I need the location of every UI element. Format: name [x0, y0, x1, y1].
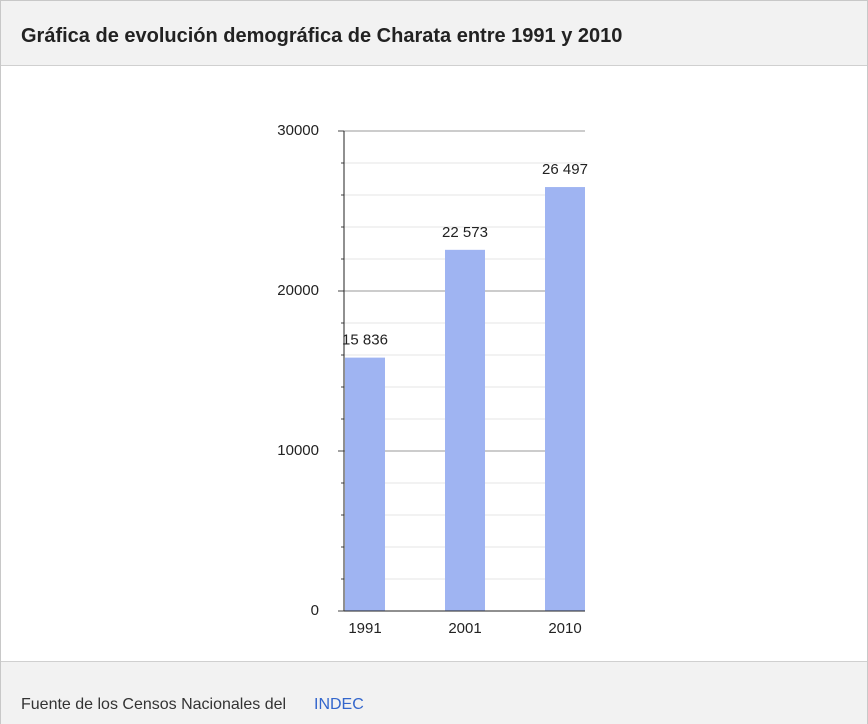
value-label: 15 836 [342, 332, 388, 349]
x-tick-label: 1991 [348, 620, 381, 637]
y-tick-label: 0 [311, 602, 319, 619]
bar [345, 357, 385, 611]
chart-title: Gráfica de evolución demográfica de Char… [21, 25, 623, 47]
y-tick-label: 10000 [277, 442, 319, 459]
chart: 0 10000 20000 30000 1991 15 836 2001 22 573 2010… [277, 122, 588, 637]
y-tick-label: 30000 [277, 122, 319, 139]
footer: Fuente de los Censos Nacionales del INDE… [1, 661, 867, 724]
bar [445, 249, 485, 611]
source-text: Fuente de los Censos Nacionales del [21, 696, 287, 713]
header: Gráfica de evolución demográfica de Char… [1, 1, 867, 66]
x-tick-label: 2010 [548, 620, 581, 637]
value-label: 22 573 [442, 224, 488, 241]
source-link[interactable]: INDEC [314, 696, 364, 713]
x-tick-label: 2001 [448, 620, 481, 637]
bar [545, 187, 585, 611]
value-label: 26 497 [542, 161, 588, 178]
y-tick-label: 20000 [277, 282, 319, 299]
